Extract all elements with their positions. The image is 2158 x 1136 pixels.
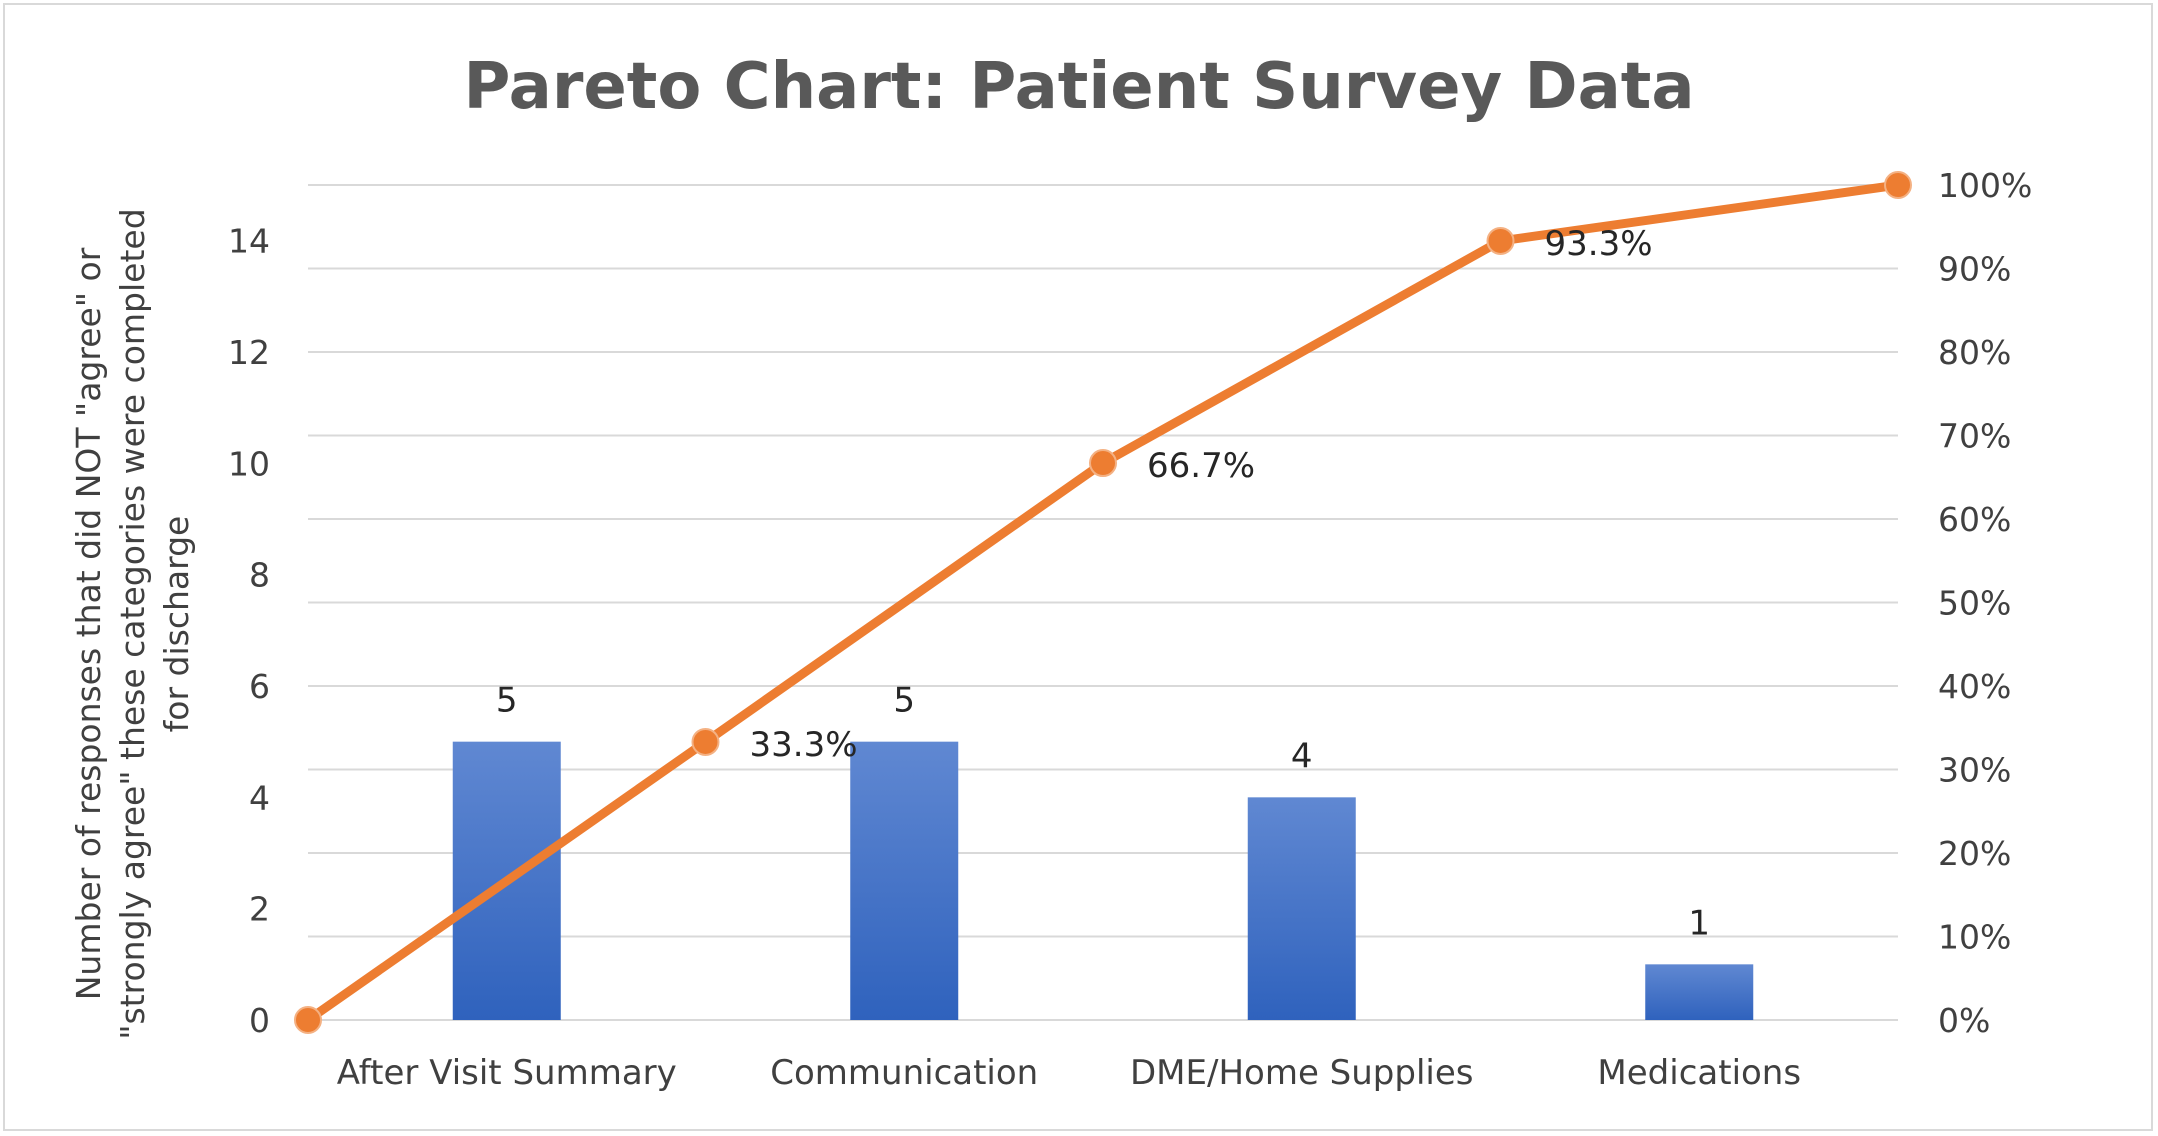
category-label: After Visit Summary: [337, 1053, 677, 1093]
right-axis-ticks: 0% 10% 20% 30% 40% 50% 60% 70% 80% 90% 100%: [1938, 166, 2032, 1040]
y-axis-title-line-3: for discharge: [157, 516, 196, 733]
y2-tick-label: 40%: [1938, 667, 2011, 706]
y2-tick-label: 70%: [1938, 417, 2011, 456]
bar-series: [452, 741, 1754, 1020]
cumulative-point: [1486, 226, 1515, 255]
y2-tick-label: 0%: [1938, 1001, 1990, 1040]
chart-title: Pareto Chart: Patient Survey Data: [463, 50, 1694, 124]
bar: [1247, 797, 1356, 1020]
y-axis-title-line-1: Number of responses that did NOT "agree"…: [69, 247, 108, 1000]
cumulative-point-label: 93.3%: [1545, 224, 1653, 264]
y-tick-label: 0: [249, 1001, 270, 1040]
y2-tick-label: 90%: [1938, 250, 2011, 289]
left-axis-ticks: 0 2 4 6 8 10 12 14: [228, 222, 270, 1040]
y-tick-label: 14: [228, 222, 270, 261]
cumulative-point-label: 66.7%: [1147, 446, 1255, 486]
cumulative-point: [1884, 171, 1912, 199]
y-tick-label: 2: [249, 890, 270, 929]
y-tick-label: 10: [228, 444, 270, 483]
y-tick-label: 12: [228, 333, 270, 372]
chart-frame: [3, 3, 2153, 1131]
y2-tick-label: 100%: [1938, 166, 2032, 205]
y2-tick-label: 80%: [1938, 333, 2011, 372]
gridlines: [308, 184, 1898, 1021]
y2-tick-label: 30%: [1938, 751, 2011, 790]
bar: [850, 741, 959, 1020]
category-label: Medications: [1597, 1053, 1801, 1093]
bar: [1645, 964, 1754, 1020]
category-label: Communication: [770, 1053, 1038, 1093]
y2-tick-label: 10%: [1938, 918, 2011, 957]
bar-value-label: 5: [893, 681, 915, 721]
cumulative-point-label: 33.3%: [750, 725, 858, 765]
category-label: DME/Home Supplies: [1130, 1053, 1474, 1093]
bar-value-labels: 5 5 4 1: [496, 681, 1710, 944]
bar-value-label: 4: [1291, 736, 1313, 776]
y2-tick-label: 50%: [1938, 584, 2011, 623]
cumulative-point: [1089, 449, 1117, 478]
cumulative-line-series: [294, 171, 1912, 1034]
y-tick-label: 8: [249, 556, 270, 595]
bar-value-label: 1: [1688, 903, 1710, 943]
category-axis-labels: After Visit Summary Communication DME/Home…: [337, 1053, 1801, 1093]
y-tick-label: 6: [249, 667, 270, 706]
cumulative-labels: 33.3% 66.7% 93.3%: [750, 224, 1653, 765]
y2-tick-label: 20%: [1938, 834, 2011, 873]
cumulative-point: [691, 727, 720, 756]
y-axis-title-line-2: "strongly agree" these categories were c…: [113, 208, 152, 1039]
cumulative-point: [294, 1006, 322, 1034]
bar-value-label: 5: [496, 681, 518, 721]
y-tick-label: 4: [249, 778, 270, 817]
y2-tick-label: 60%: [1938, 500, 2011, 539]
